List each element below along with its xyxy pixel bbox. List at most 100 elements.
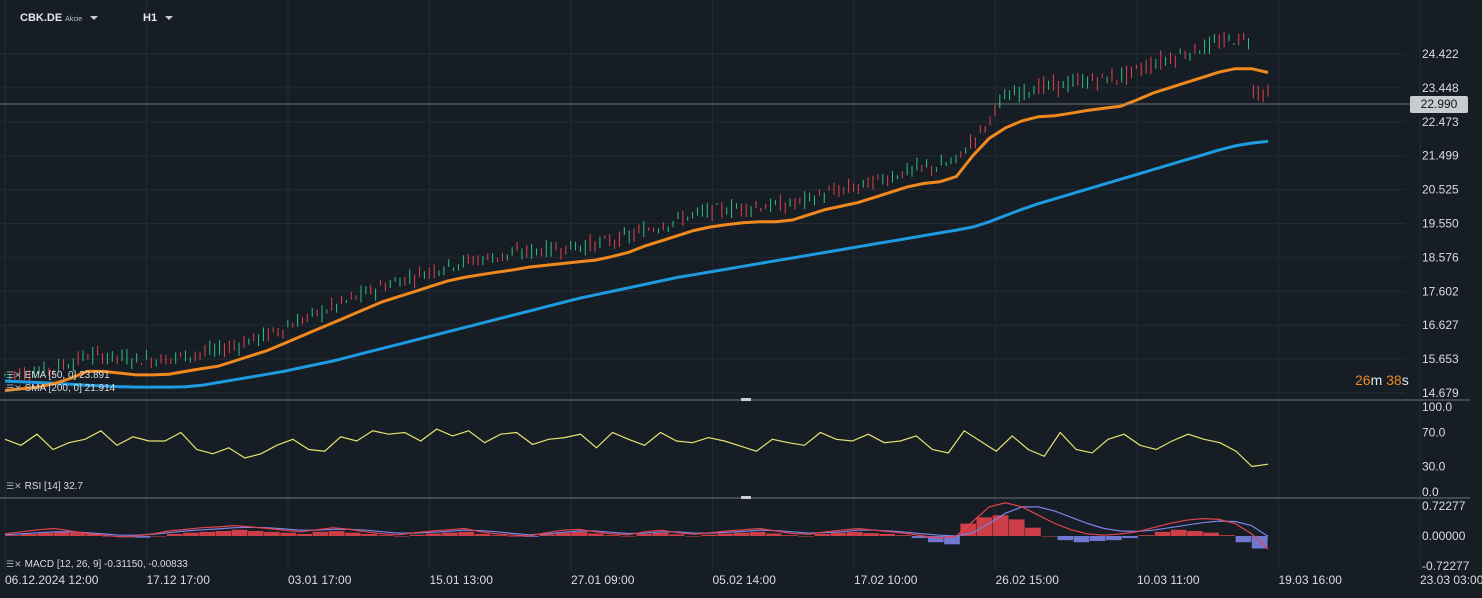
settings-icon[interactable]: ☰✕ [6, 383, 22, 393]
price-tick-label: 23.448 [1422, 81, 1459, 95]
macd-histogram-bar [474, 533, 491, 536]
countdown-seconds-unit: s [1401, 372, 1409, 388]
macd-histogram-bar [766, 533, 782, 536]
macd-histogram-bar [1154, 531, 1171, 536]
sma-line [4, 139, 1269, 389]
macd-histogram-bar [1089, 536, 1106, 541]
settings-icon[interactable]: ☰✕ [6, 559, 22, 569]
timeframe-label: H1 [143, 12, 158, 24]
macd-line [4, 502, 1269, 550]
rsi-tick-label: 30.0 [1422, 460, 1446, 474]
macd-histogram-bar [69, 532, 86, 536]
macd-histogram-bar [1106, 536, 1122, 541]
macd-histogram-bar [215, 531, 232, 536]
ema-legend[interactable]: ☰✕ EMA [50, 0] 23.891 [6, 370, 110, 381]
countdown-seconds: 38 [1386, 372, 1402, 388]
macd-histogram-bar [782, 535, 798, 536]
macd-histogram-bar [814, 533, 831, 536]
macd-histogram-bar [328, 531, 345, 536]
macd-histogram-bar [668, 534, 685, 536]
time-tick-label: 26.02 15:00 [996, 573, 1060, 587]
macd-histogram-bar [393, 536, 410, 537]
macd-tick-label: 0.00000 [1422, 529, 1466, 543]
macd-histogram-bar [85, 534, 102, 536]
price-tick-label: 22.473 [1422, 115, 1459, 129]
candle-countdown: 26m 38s [1355, 372, 1409, 388]
price-tick-label: 21.499 [1422, 149, 1459, 163]
chevron-down-icon [165, 16, 174, 21]
current-price-tag: 22.990 [1410, 96, 1468, 113]
sma-legend-label: SMA [200, 0] 21.914 [24, 383, 116, 394]
rsi-tick-label: 0.0 [1422, 485, 1439, 499]
macd-histogram-bar [490, 535, 507, 536]
price-indicator-lines [4, 67, 1269, 392]
price-tick-label: 18.576 [1422, 250, 1459, 264]
rsi-line [4, 428, 1269, 468]
macd-histogram-bar [1025, 527, 1041, 536]
macd-histogram-bar [1219, 535, 1236, 536]
symbol-selector[interactable]: CBK.DE Akcie [20, 12, 99, 24]
macd-histogram-bar [21, 533, 37, 536]
axis-labels: 24.422 23.448 22.473 21.499 20.525 19.550 18.5… [5, 47, 1482, 587]
macd-histogram-bar [345, 532, 361, 536]
countdown-minutes-unit: m [1370, 372, 1383, 388]
macd-legend-label: MACD [12, 26, 9] -0.31150, -0.00833 [24, 559, 188, 570]
macd-histogram-bar [927, 536, 944, 543]
macd-histogram-bar [1138, 535, 1155, 536]
grid-lines [0, 0, 1421, 570]
macd-histogram-bar [361, 533, 377, 536]
time-tick-label: 10.03 11:00 [1137, 573, 1200, 587]
macd-histogram-bar [895, 535, 912, 536]
macd-histogram-bar [830, 532, 847, 536]
chevron-down-icon [90, 16, 99, 21]
rsi-panel [4, 428, 1269, 468]
macd-histogram-bar [377, 535, 394, 536]
timeframe-selector[interactable]: H1 [143, 12, 174, 24]
macd-histogram-bar [1008, 519, 1025, 536]
macd-histogram-bar [247, 531, 264, 536]
macd-histogram-bar [1235, 536, 1252, 543]
instrument-type-label: Akcie [65, 16, 83, 23]
macd-panel [4, 502, 1269, 550]
rsi-tick-label: 100.0 [1422, 400, 1452, 414]
price-tick-label: 20.525 [1422, 183, 1459, 197]
price-tick-label: 14.679 [1422, 386, 1459, 400]
macd-histogram-bar [798, 536, 815, 537]
macd-legend[interactable]: ☰✕ MACD [12, 26, 9] -0.31150, -0.00833 [6, 559, 188, 570]
macd-histogram-bar [1187, 531, 1203, 536]
macd-histogram-bar [879, 533, 896, 536]
macd-histogram-bar [296, 533, 313, 536]
panel-resize-handle-2[interactable] [741, 496, 751, 499]
macd-histogram-bar [1057, 536, 1074, 541]
macd-histogram-bar [863, 533, 879, 536]
rsi-legend[interactable]: ☰✕ RSI [14] 32.7 [6, 481, 83, 492]
macd-histogram-bar [458, 531, 475, 536]
macd-histogram-bar [992, 515, 1009, 536]
macd-histogram-bar [442, 532, 458, 536]
settings-icon[interactable]: ☰✕ [6, 370, 22, 380]
price-tick-label: 19.550 [1422, 217, 1459, 231]
panel-resize-handle-1[interactable] [741, 398, 751, 401]
macd-histogram-bar [166, 533, 183, 536]
macd-histogram-bar [652, 532, 669, 536]
symbol-label: CBK.DE [20, 12, 63, 24]
settings-icon[interactable]: ☰✕ [6, 481, 22, 491]
sma-legend[interactable]: ☰✕ SMA [200, 0] 21.914 [6, 383, 115, 394]
macd-histogram-bar [506, 536, 523, 537]
price-tick-label: 24.422 [1422, 47, 1459, 61]
ema-legend-label: EMA [50, 0] 23.891 [24, 370, 110, 381]
macd-histogram-bar [733, 532, 750, 536]
macd-histogram-bar [911, 536, 928, 539]
macd-histogram-bar [944, 536, 960, 545]
macd-tick-label: 0.72277 [1422, 499, 1466, 513]
macd-histogram-bar [426, 533, 442, 536]
macd-histogram-bar [701, 534, 717, 536]
time-tick-label: 17.12 17:00 [147, 573, 211, 587]
ema-line [4, 67, 1269, 392]
time-tick-label: 15.01 13:00 [430, 573, 494, 587]
price-tick-label: 17.602 [1422, 284, 1459, 298]
macd-tick-label: -0.72277 [1422, 559, 1470, 573]
macd-histogram-bar [1122, 536, 1138, 539]
